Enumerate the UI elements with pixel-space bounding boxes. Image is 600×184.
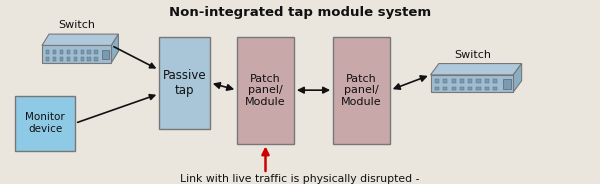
Text: Link with live traffic is physically disrupted -
uncabled - as jumpers are moved: Link with live traffic is physically dis… xyxy=(137,174,463,184)
FancyBboxPatch shape xyxy=(485,87,489,90)
FancyBboxPatch shape xyxy=(46,57,49,61)
Polygon shape xyxy=(431,63,521,75)
FancyBboxPatch shape xyxy=(460,79,464,83)
FancyBboxPatch shape xyxy=(88,57,91,61)
FancyBboxPatch shape xyxy=(468,87,472,90)
FancyBboxPatch shape xyxy=(493,79,497,83)
FancyBboxPatch shape xyxy=(53,57,56,61)
FancyBboxPatch shape xyxy=(460,87,464,90)
Text: Non-integrated tap module system: Non-integrated tap module system xyxy=(169,6,431,19)
FancyBboxPatch shape xyxy=(94,57,98,61)
FancyBboxPatch shape xyxy=(431,75,513,92)
Polygon shape xyxy=(513,63,521,92)
Text: Switch: Switch xyxy=(59,20,95,31)
FancyBboxPatch shape xyxy=(53,50,56,54)
FancyBboxPatch shape xyxy=(485,79,489,83)
FancyBboxPatch shape xyxy=(435,79,439,83)
FancyBboxPatch shape xyxy=(15,96,75,151)
Polygon shape xyxy=(42,34,118,45)
FancyBboxPatch shape xyxy=(452,87,456,90)
FancyBboxPatch shape xyxy=(80,57,84,61)
FancyBboxPatch shape xyxy=(237,37,294,144)
FancyBboxPatch shape xyxy=(60,50,63,54)
FancyBboxPatch shape xyxy=(476,87,481,90)
FancyBboxPatch shape xyxy=(60,57,63,61)
Polygon shape xyxy=(112,34,118,63)
Text: Patch
panel/
Module: Patch panel/ Module xyxy=(245,74,286,107)
FancyBboxPatch shape xyxy=(435,87,439,90)
FancyBboxPatch shape xyxy=(103,50,109,59)
FancyBboxPatch shape xyxy=(493,87,497,90)
FancyBboxPatch shape xyxy=(67,50,70,54)
FancyBboxPatch shape xyxy=(476,79,481,83)
FancyBboxPatch shape xyxy=(46,50,49,54)
FancyBboxPatch shape xyxy=(333,37,390,144)
Text: Patch
panel/
Module: Patch panel/ Module xyxy=(341,74,382,107)
FancyBboxPatch shape xyxy=(42,45,112,63)
FancyBboxPatch shape xyxy=(443,87,448,90)
FancyBboxPatch shape xyxy=(452,79,456,83)
Text: Monitor
device: Monitor device xyxy=(25,112,65,134)
FancyBboxPatch shape xyxy=(443,79,448,83)
FancyBboxPatch shape xyxy=(74,57,77,61)
FancyBboxPatch shape xyxy=(74,50,77,54)
FancyBboxPatch shape xyxy=(88,50,91,54)
FancyBboxPatch shape xyxy=(67,57,70,61)
FancyBboxPatch shape xyxy=(503,79,511,89)
FancyBboxPatch shape xyxy=(468,79,472,83)
FancyBboxPatch shape xyxy=(159,37,210,129)
FancyBboxPatch shape xyxy=(94,50,98,54)
Text: Switch: Switch xyxy=(454,50,491,60)
Text: Passive
tap: Passive tap xyxy=(163,69,206,97)
FancyBboxPatch shape xyxy=(80,50,84,54)
